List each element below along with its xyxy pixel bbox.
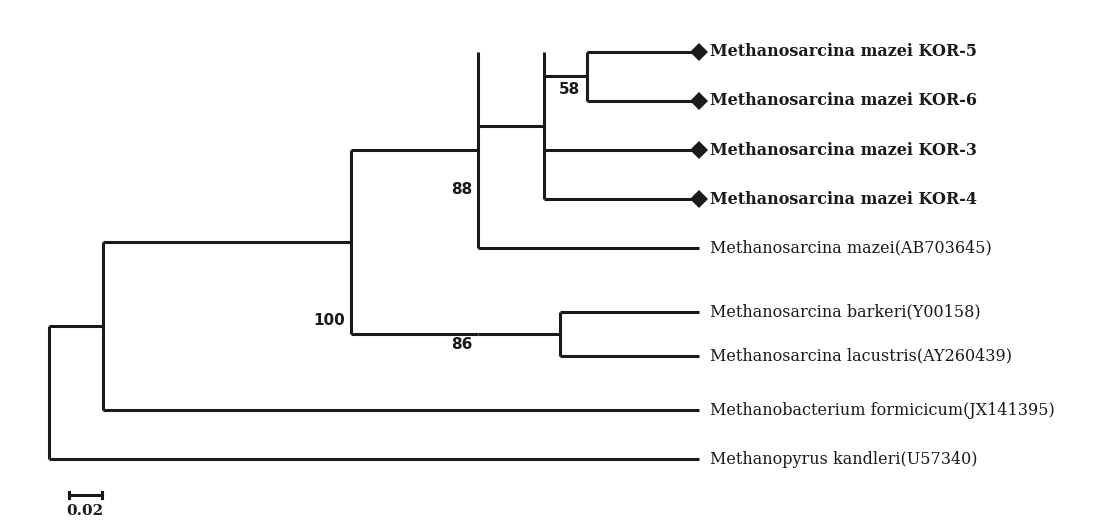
- Text: 0.02: 0.02: [67, 504, 104, 518]
- Text: 88: 88: [451, 182, 472, 197]
- Text: Methanosarcina mazei KOR-3: Methanosarcina mazei KOR-3: [710, 141, 977, 159]
- Text: Methanosarcina barkeri(Y00158): Methanosarcina barkeri(Y00158): [710, 304, 981, 321]
- Text: Methanosarcina mazei KOR-5: Methanosarcina mazei KOR-5: [710, 43, 977, 61]
- Text: 100: 100: [313, 313, 345, 328]
- Text: Methanosarcina mazei(AB703645): Methanosarcina mazei(AB703645): [710, 240, 992, 257]
- Text: Methanosarcina lacustris(AY260439): Methanosarcina lacustris(AY260439): [710, 348, 1013, 365]
- Text: Methanosarcina mazei KOR-4: Methanosarcina mazei KOR-4: [710, 191, 977, 208]
- Text: Methanosarcina mazei KOR-6: Methanosarcina mazei KOR-6: [710, 92, 977, 110]
- Text: 58: 58: [559, 82, 581, 97]
- Text: 86: 86: [451, 337, 472, 352]
- Text: Methanobacterium formicicum(JX141395): Methanobacterium formicicum(JX141395): [710, 402, 1055, 419]
- Text: Methanopyrus kandleri(U57340): Methanopyrus kandleri(U57340): [710, 451, 978, 468]
